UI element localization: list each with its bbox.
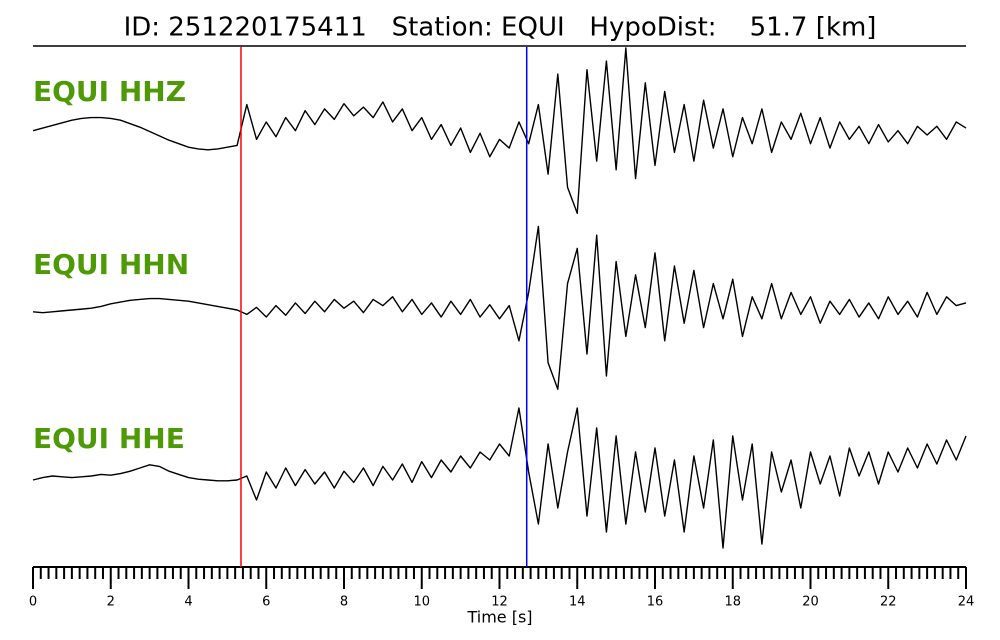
x-tick-label: 6 xyxy=(262,595,270,610)
trace-label: EQUI HHN xyxy=(33,248,189,281)
chart-title: ID: 251220175411 Station: EQUI HypoDist:… xyxy=(124,13,877,43)
trace-label: EQUI HHE xyxy=(33,422,185,455)
trace-label: EQUI HHZ xyxy=(33,75,186,108)
x-tick-label: 0 xyxy=(29,595,37,610)
x-tick-label: 18 xyxy=(724,595,741,610)
waveform xyxy=(32,407,967,549)
waveform xyxy=(32,225,967,390)
waveform xyxy=(32,47,967,214)
x-tick-label: 14 xyxy=(569,595,586,610)
x-axis-label: Time [s] xyxy=(466,608,532,627)
x-tick-label: 22 xyxy=(880,595,897,610)
x-tick-label: 10 xyxy=(413,595,430,610)
x-tick-label: 8 xyxy=(340,595,348,610)
x-tick-label: 24 xyxy=(958,595,975,610)
x-tick-label: 20 xyxy=(802,595,819,610)
x-tick-label: 12 xyxy=(491,595,508,610)
x-tick-label: 2 xyxy=(107,595,115,610)
x-tick-label: 16 xyxy=(647,595,664,610)
x-tick-label: 4 xyxy=(184,595,192,610)
